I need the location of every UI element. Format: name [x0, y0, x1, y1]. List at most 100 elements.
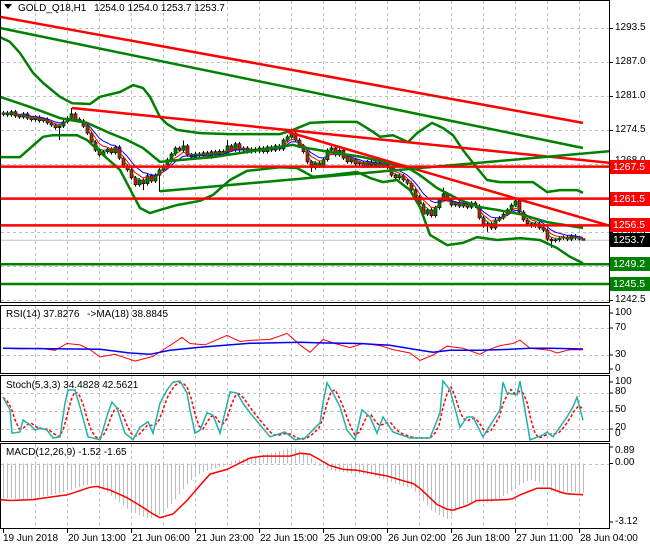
macd-name: MACD(12,26,9) — [6, 447, 76, 458]
bear-candle — [141, 179, 146, 185]
triangle-down-icon[interactable] — [4, 4, 12, 9]
bollinger-lower-line — [1, 133, 584, 265]
macd-axis-tick: 0.00 — [615, 457, 635, 468]
stoch-main-value: 34.4828 — [63, 380, 100, 391]
time-label: 26 Jun 02:00 — [388, 533, 446, 544]
macd-panel[interactable] — [0, 443, 610, 529]
trendlines[interactable] — [0, 15, 610, 227]
rsi-axis-tick: 100 — [615, 307, 632, 318]
bar-open: 1254.0 — [94, 3, 125, 14]
stoch-axis-tick: 20 — [615, 422, 627, 433]
price-tick: 1274.5 — [615, 124, 646, 135]
bull-candle — [493, 219, 498, 229]
stoch-axis-tick: 0 — [615, 428, 621, 439]
bull-candle — [57, 125, 62, 129]
symbol-name: GOLD_Q18,H1 — [18, 3, 87, 14]
time-label: 25 Jun 09:00 — [324, 533, 382, 544]
bull-candle — [425, 209, 430, 215]
rsi-panel-content — [1, 306, 609, 373]
bid-price-marker: 1253.7 — [610, 233, 650, 247]
rsi-name: RSI(14) — [6, 309, 41, 320]
stoch-main-line — [2, 379, 584, 441]
stoch-label: Stoch(5,3,3) 34.4828 42.5621 — [6, 380, 138, 392]
stoch-panel-content — [1, 376, 609, 441]
rsi-axis-tick: 70 — [615, 322, 627, 333]
time-label: 28 Jun 04:00 — [580, 533, 638, 544]
time-label: 20 Jun 13:00 — [68, 533, 126, 544]
macd-axis-tick: -3.12 — [615, 516, 638, 527]
macd-panel-content — [1, 444, 609, 528]
macd-label: MACD(12,26,9) -1.52 -1.65 — [6, 447, 127, 459]
level-price-marker: 1256.5 — [610, 218, 650, 232]
bear-candle — [581, 238, 586, 241]
bear-candle — [177, 147, 182, 151]
price-tick: 1287.0 — [615, 56, 646, 67]
red-trendline-upper[interactable] — [71, 106, 610, 165]
bull-candle — [553, 239, 558, 242]
ma-red-line — [2, 112, 584, 240]
rsi-axis-tick: 0 — [615, 363, 621, 374]
price-tick: 1242.5 — [615, 294, 646, 305]
green-trendline-support[interactable] — [159, 150, 610, 193]
red-trendline-steep[interactable] — [287, 130, 610, 227]
stochastic-panel[interactable] — [0, 375, 610, 442]
level-price-marker: 1245.5 — [610, 277, 650, 291]
bollinger-middle-line — [1, 95, 584, 230]
rsi-line — [2, 332, 584, 362]
ma-blue-line — [2, 112, 584, 238]
bull-candle — [69, 113, 74, 119]
bull-candle — [181, 145, 186, 151]
horizontal-levels[interactable] — [0, 165, 610, 286]
rsi-label: RSI(14) 37.8276 ->MA(18) 38.8845 — [6, 309, 168, 321]
level-price-marker: 1261.5 — [610, 192, 650, 206]
macd-signal-value: -1.65 — [103, 447, 127, 458]
rsi-value: 37.8276 — [43, 309, 80, 320]
ma-green-line — [2, 112, 584, 240]
grid — [1, 306, 609, 373]
bull-candle — [137, 179, 142, 186]
stoch-signal-value: 42.5621 — [102, 380, 139, 391]
bear-candle — [549, 238, 554, 242]
bar-high: 1254.0 — [127, 3, 159, 14]
stoch-axis-tick: 80 — [615, 386, 627, 397]
bull-candle — [329, 147, 334, 151]
rsi-panel-frame — [0, 305, 610, 374]
moving-averages — [2, 112, 584, 240]
rsi-panel[interactable] — [0, 305, 610, 374]
rsi-ma-value: 38.8845 — [131, 309, 169, 320]
macd-value: -1.52 — [78, 447, 102, 458]
long-red-line[interactable] — [0, 15, 584, 125]
bear-candle — [429, 209, 434, 217]
price-tick: 1281.0 — [615, 90, 646, 101]
stoch-name: Stoch(5,3,3) — [6, 380, 61, 391]
main-panel-content — [0, 1, 610, 302]
level-price-marker: 1249.2 — [610, 257, 650, 271]
bear-candle — [17, 115, 22, 118]
bar-low: 1253.7 — [160, 3, 192, 14]
main-price-panel[interactable] — [0, 0, 610, 303]
rsi-ma-name: ->MA(18) — [87, 309, 130, 320]
time-label: 21 Jun 06:00 — [132, 533, 190, 544]
symbol-header: GOLD_Q18,H1 1254.0 1254.0 1253.7 1253.7 — [18, 3, 225, 15]
time-label: 19 Jun 2018 — [3, 533, 59, 544]
time-label: 26 Jun 18:00 — [452, 533, 510, 544]
time-label: 21 Jun 23:00 — [196, 533, 254, 544]
rsi-ma-line — [2, 341, 584, 356]
bar-close: 1253.7 — [194, 3, 225, 14]
stoch-axis-tick: 50 — [615, 404, 627, 415]
time-label: 27 Jun 11:00 — [516, 533, 574, 544]
long-green-line[interactable] — [0, 26, 584, 150]
bear-candle — [185, 145, 190, 156]
macd-axis-tick: 0.89 — [615, 445, 635, 456]
bear-candle — [89, 132, 94, 143]
bear-candle — [393, 174, 398, 179]
macd-signal-line — [1, 452, 584, 519]
level-price-marker: 1267.5 — [610, 160, 650, 174]
time-label: 22 Jun 15:00 — [260, 533, 318, 544]
bull-candle — [513, 200, 518, 206]
rsi-axis-tick: 30 — [615, 349, 627, 360]
price-tick: 1293.5 — [615, 22, 646, 33]
stoch-axis-tick: 100 — [615, 376, 632, 387]
